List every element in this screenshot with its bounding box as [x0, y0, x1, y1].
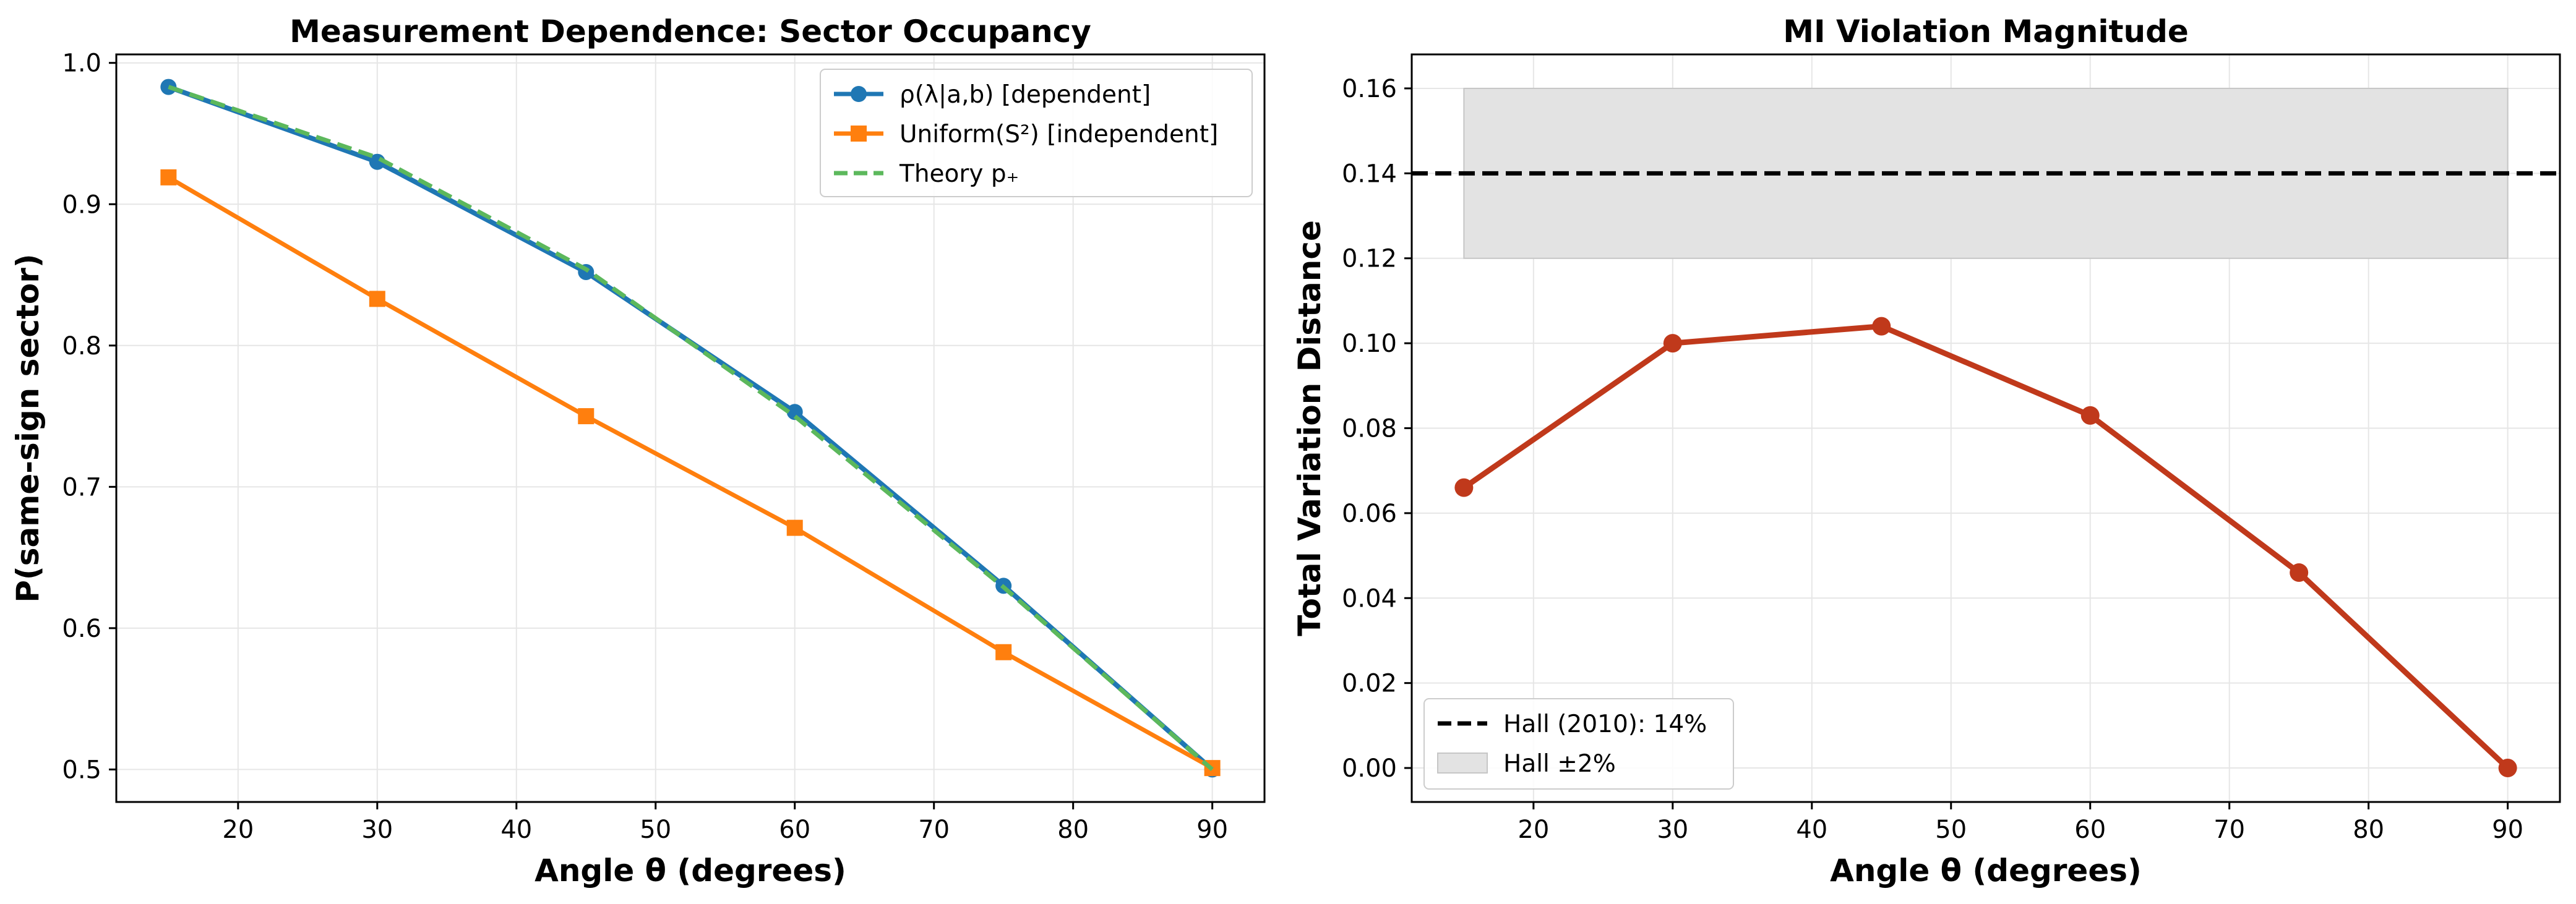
y-tick-label: 0.10 [1342, 330, 1397, 358]
y-tick-label: 0.6 [62, 615, 101, 643]
y-tick-label: 0.02 [1342, 670, 1397, 698]
data-point [1454, 478, 1474, 497]
data-point [1872, 317, 1891, 336]
data-point [2290, 563, 2309, 582]
y-tick-label: 0.04 [1342, 584, 1397, 613]
x-tick-label: 70 [918, 816, 950, 844]
y-tick-label: 0.14 [1342, 160, 1397, 188]
legend-box [1423, 698, 1734, 790]
y-tick-label: 0.7 [62, 473, 101, 501]
chart-title: MI Violation Magnitude [1783, 14, 2189, 49]
y-tick-label: 0.9 [62, 190, 101, 219]
legend-label: Hall (2010): 14% [1503, 710, 1707, 738]
legend-marker [851, 126, 867, 142]
data-point [369, 291, 385, 307]
data-point [786, 519, 803, 536]
y-tick-label: 0.08 [1342, 415, 1397, 443]
data-point [578, 408, 595, 425]
x-tick-label: 40 [1796, 816, 1827, 844]
x-tick-label: 80 [2353, 816, 2384, 844]
y-tick-label: 0.06 [1342, 500, 1397, 528]
data-point [160, 169, 177, 185]
legend-marker [851, 86, 867, 102]
data-point [786, 404, 803, 420]
legend-box [820, 69, 1253, 197]
series-line [1462, 323, 2510, 770]
legend-label: ρ(λ|a,b) [dependent] [899, 81, 1151, 109]
x-tick-label: 30 [1657, 816, 1688, 844]
y-tick-label: 0.12 [1342, 245, 1397, 273]
x-tick-label: 20 [1518, 816, 1549, 844]
x-tick-label: 80 [1057, 816, 1089, 844]
x-tick-label: 50 [1935, 816, 1967, 844]
right-chart-panel: 20 30 40 50 60 70 80 90 0.00 0.02 0.04 0.06 0.08 0.10… [1292, 14, 2561, 889]
legend-swatch [1437, 753, 1488, 774]
data-point [1663, 334, 1682, 353]
x-tick-label: 40 [500, 816, 532, 844]
data-point [995, 644, 1012, 660]
x-tick-label: 90 [1196, 816, 1228, 844]
x-tick-label: 60 [2074, 816, 2106, 844]
x-tick-label: 30 [361, 816, 393, 844]
y-axis-label: P(same-sign sector) [10, 254, 46, 603]
chart-title: Measurement Dependence: Sector Occupancy [290, 14, 1091, 49]
series-line [167, 175, 1214, 770]
data-point [2080, 406, 2100, 425]
x-axis-label: Angle θ (degrees) [1830, 853, 2142, 889]
y-axis-label: Total Variation Distance [1292, 220, 1328, 636]
left-chart-panel: 20 30 40 50 60 70 80 90 0.5 0.6 0.7 0.8 0.9 1.0 Measur… [10, 14, 1266, 889]
data-point [2498, 759, 2517, 778]
y-tick-label: 1.0 [62, 49, 101, 78]
x-tick-label: 70 [2213, 816, 2245, 844]
y-tick-label: 0.5 [62, 756, 101, 784]
x-tick-label: 50 [640, 816, 671, 844]
plot-frame [115, 53, 1266, 803]
data-point [160, 79, 177, 95]
legend-label: Hall ±2% [1503, 750, 1616, 778]
x-tick-label: 60 [779, 816, 810, 844]
x-axis-label: Angle θ (degrees) [535, 853, 846, 889]
legend-label: Theory p₊ [899, 160, 1019, 188]
x-tick-label: 20 [222, 816, 254, 844]
y-tick-label: 0.16 [1342, 75, 1397, 103]
x-tick-label: 90 [2492, 816, 2523, 844]
series-line [168, 85, 1214, 772]
y-tick-label: 0.8 [62, 332, 101, 360]
legend-label: Uniform(S²) [independent] [899, 121, 1218, 148]
y-tick-label: 0.00 [1342, 754, 1397, 783]
